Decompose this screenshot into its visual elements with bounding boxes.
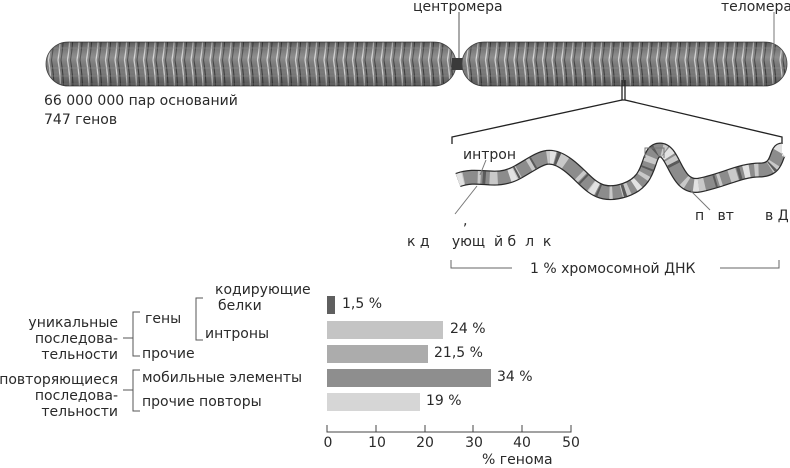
intron-label: интрон [463,147,517,163]
bar-other [327,345,428,363]
coding-label-comma: , [463,213,468,229]
repeat-label: п вт в ДНК [695,208,790,224]
x-tick-20: 20 [416,435,434,451]
genes-label: гены [145,311,182,327]
span-bracket [450,260,780,269]
telomere-label: теломера [721,0,790,15]
introns-label: интроны [205,326,270,342]
span-label: 1 % хромосомной ДНК [530,261,696,277]
bar-coding [327,296,335,314]
bar-mobile [327,369,491,387]
other-label: прочие [142,346,195,362]
bar-value-other: 21,5 % [434,345,483,361]
bar-value-introns: 24 % [450,321,486,337]
mobile-elements-label: мобильные элементы [142,370,303,386]
centromere [452,58,464,70]
chromosome-right-arm [461,41,788,87]
bar-value-other-repeats: 19 % [426,393,462,409]
bar-value-coding: 1,5 % [342,296,383,312]
base-pairs-label: 66 000 000 пар оснований [44,93,238,109]
bar-chart [326,296,572,433]
bar-value-mobile: 34 % [497,369,533,385]
coding-proteins-label: кодирующие белки [215,282,311,314]
repeat-sequences-label: повторяющиеся последова- тельности [0,372,118,420]
unique-sequences-label: уникальные последова- тельности [28,315,118,363]
centromere-label: центромера [413,0,503,15]
chromosome-left-arm [45,41,457,87]
dna-strand [455,142,787,201]
x-axis-label: % генома [482,452,553,468]
x-tick-40: 40 [513,435,531,451]
x-tick-50: 50 [562,435,580,451]
x-tick-30: 30 [465,435,483,451]
zoom-callout [451,80,783,144]
classification-brackets [123,297,203,412]
x-tick-10: 10 [368,435,386,451]
other-repeats-label: прочие повторы [142,394,262,410]
genes-count-label: 747 генов [44,112,118,128]
x-tick-0: 0 [323,435,333,451]
coding-label: к д ующ й б л к [407,234,552,250]
bar-introns [327,321,443,339]
bar-other-repeats [327,393,420,411]
